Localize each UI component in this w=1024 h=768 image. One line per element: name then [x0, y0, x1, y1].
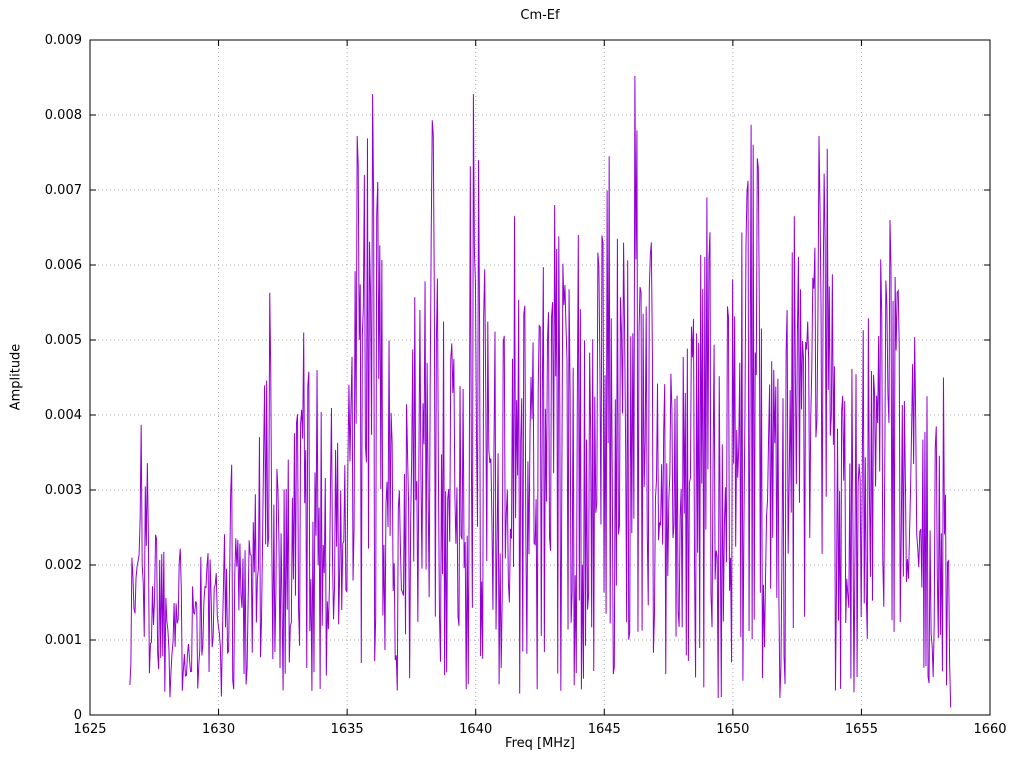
x-tick-label: 1645 [588, 722, 621, 737]
y-tick-label: 0.008 [45, 108, 82, 123]
y-tick-label: 0.004 [45, 408, 82, 423]
x-tick-label: 1660 [973, 722, 1006, 737]
y-tick-label: 0.005 [45, 333, 82, 348]
tick-labels: 1625 1630 1635 1640 1645 1650 1655 1660 0 0.001 0.… [45, 33, 1007, 737]
x-tick-label: 1650 [716, 722, 749, 737]
x-axis-label: Freq [MHz] [505, 736, 575, 751]
y-tick-label: 0 [74, 708, 82, 723]
x-tick-label: 1655 [845, 722, 878, 737]
x-tick-label: 1640 [459, 722, 492, 737]
x-tick-label: 1635 [331, 722, 364, 737]
gridlines [90, 40, 990, 715]
x-tick-label: 1625 [73, 722, 106, 737]
y-tick-label: 0.001 [45, 633, 82, 648]
series-line [129, 75, 952, 708]
chart-title: Cm-Ef [520, 8, 560, 23]
y-tick-label: 0.003 [45, 483, 82, 498]
y-tick-label: 0.009 [45, 33, 82, 48]
y-tick-label: 0.002 [45, 558, 82, 573]
x-tick-label: 1630 [202, 722, 235, 737]
y-tick-label: 0.006 [45, 258, 82, 273]
y-tick-label: 0.007 [45, 183, 82, 198]
plot-border [89, 39, 991, 716]
